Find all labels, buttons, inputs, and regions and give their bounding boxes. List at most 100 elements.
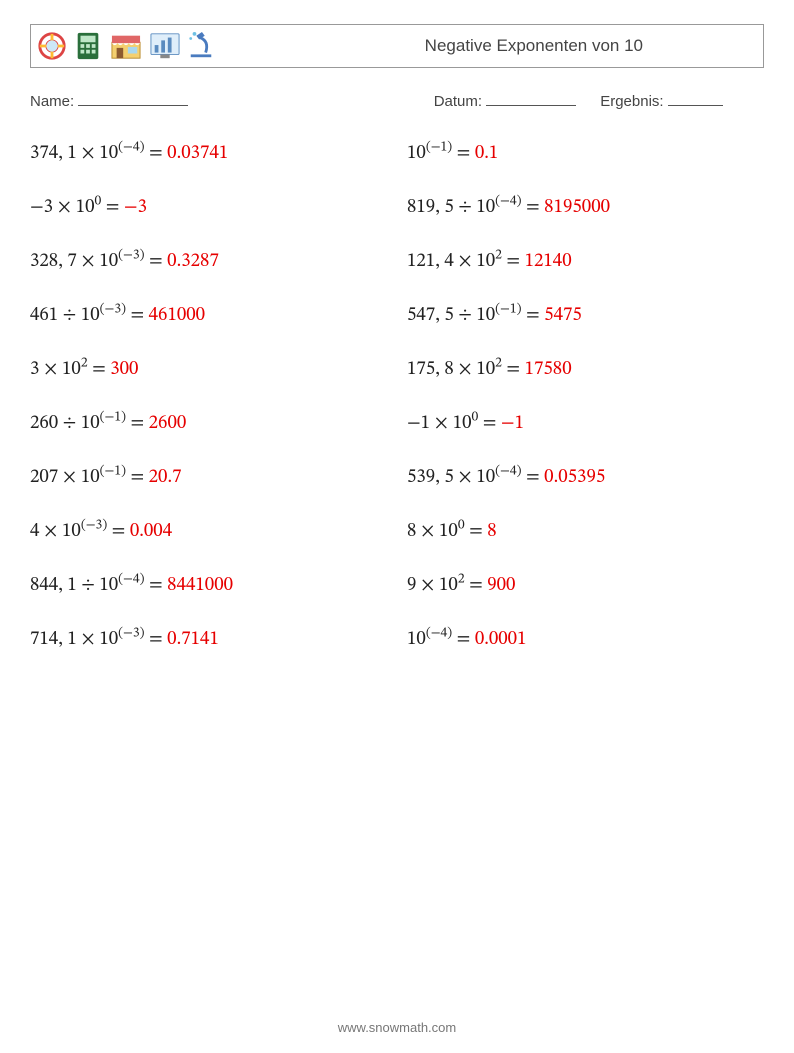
equals-sign: =	[145, 144, 168, 163]
equals-sign: =	[101, 198, 124, 217]
exponent: (−1)	[100, 466, 126, 479]
answer: 461000	[149, 306, 205, 325]
name-label: Name:	[30, 93, 74, 110]
problems-column-left: 374, 1 × 10(−4) = 0.03741−3 × 100 = −332…	[30, 142, 387, 652]
exponent: (−4)	[118, 574, 144, 587]
problem-item: 10(−1) = 0.1	[407, 142, 764, 166]
answer: 0.3287	[167, 252, 219, 271]
problem-item: 714, 1 × 10(−3) = 0.7141	[30, 628, 387, 652]
answer: 12140	[525, 252, 572, 271]
exponent: 2	[458, 574, 465, 587]
answer: 0.05395	[544, 468, 605, 487]
exponent: (−4)	[118, 142, 144, 155]
equals-sign: =	[126, 468, 149, 487]
answer: 2600	[149, 414, 187, 433]
microscope-icon	[187, 30, 215, 62]
name-field: Name:	[30, 90, 434, 110]
problem-item: 121, 4 × 102 = 12140	[407, 250, 764, 274]
expression: 819, 5 ÷ 10	[407, 198, 495, 217]
expression: 461 ÷ 10	[30, 306, 100, 325]
equals-sign: =	[465, 576, 488, 595]
expression: 8 × 10	[407, 522, 458, 541]
problem-item: 328, 7 × 10(−3) = 0.3287	[30, 250, 387, 274]
equals-sign: =	[522, 306, 545, 325]
problem-item: 461 ÷ 10(−3) = 461000	[30, 304, 387, 328]
expression: 9 × 10	[407, 576, 458, 595]
problem-item: 539, 5 × 10(−4) = 0.05395	[407, 466, 764, 490]
exponent: (−4)	[495, 196, 521, 209]
equals-sign: =	[465, 522, 488, 541]
worksheet-page: Negative Exponenten von 10 Name: Datum: …	[0, 0, 794, 1053]
worksheet-title: Negative Exponenten von 10	[425, 36, 753, 56]
equals-sign: =	[88, 360, 111, 379]
chart-icon	[149, 31, 181, 61]
expression: 539, 5 × 10	[407, 468, 495, 487]
info-row: Name: Datum: Ergebnis:	[30, 90, 764, 110]
problems-grid: 374, 1 × 10(−4) = 0.03741−3 × 100 = −332…	[30, 142, 764, 652]
equals-sign: =	[452, 630, 475, 649]
answer: 0.004	[130, 522, 172, 541]
expression: 207 × 10	[30, 468, 100, 487]
expression: 374, 1 × 10	[30, 144, 118, 163]
expression: 328, 7 × 10	[30, 252, 118, 271]
exponent: (−4)	[426, 628, 452, 641]
expression: 3 × 10	[30, 360, 81, 379]
answer: 0.03741	[167, 144, 228, 163]
answer: 5475	[544, 306, 582, 325]
problem-item: 819, 5 ÷ 10(−4) = 8195000	[407, 196, 764, 220]
exponent: 2	[495, 358, 502, 371]
expression: −1 × 10	[407, 414, 472, 433]
problem-item: 374, 1 × 10(−4) = 0.03741	[30, 142, 387, 166]
answer: 300	[110, 360, 138, 379]
problem-item: 8 × 100 = 8	[407, 520, 764, 544]
answer: 0.0001	[475, 630, 527, 649]
exponent: (−1)	[495, 304, 521, 317]
answer: −3	[124, 198, 147, 217]
exponent: (−3)	[118, 250, 144, 263]
equals-sign: =	[145, 576, 168, 595]
equals-sign: =	[522, 468, 545, 487]
answer: −1	[501, 414, 524, 433]
exponent: (−3)	[81, 520, 107, 533]
expression: 121, 4 × 10	[407, 252, 495, 271]
problem-item: 260 ÷ 10(−1) = 2600	[30, 412, 387, 436]
expression: 4 × 10	[30, 522, 81, 541]
expression: −3 × 10	[30, 198, 95, 217]
exponent: (−3)	[100, 304, 126, 317]
equals-sign: =	[126, 306, 149, 325]
result-label: Ergebnis:	[600, 93, 663, 110]
answer: 20.7	[149, 468, 182, 487]
problems-column-right: 10(−1) = 0.1 819, 5 ÷ 10(−4) = 8195000 121…	[407, 142, 764, 652]
problem-item: 207 × 10(−1) = 20.7	[30, 466, 387, 490]
answer: 8	[487, 522, 496, 541]
exponent: 0	[458, 520, 465, 533]
lifebuoy-icon	[37, 31, 67, 61]
answer: 900	[487, 576, 515, 595]
expression: 547, 5 ÷ 10	[407, 306, 495, 325]
expression: 10	[407, 630, 426, 649]
problem-item: −3 × 100 = −3	[30, 196, 387, 220]
answer: 8441000	[167, 576, 233, 595]
expression: 10	[407, 144, 426, 163]
equals-sign: =	[126, 414, 149, 433]
equals-sign: =	[145, 630, 168, 649]
equals-sign: =	[478, 414, 501, 433]
equals-sign: =	[452, 144, 475, 163]
name-blank	[78, 90, 188, 106]
expression: 260 ÷ 10	[30, 414, 100, 433]
equals-sign: =	[107, 522, 130, 541]
result-blank	[668, 90, 723, 106]
problem-item: −1 × 100 = −1	[407, 412, 764, 436]
problem-item: 3 × 102 = 300	[30, 358, 387, 382]
answer: 0.7141	[167, 630, 219, 649]
exponent: (−4)	[495, 466, 521, 479]
result-field: Ergebnis:	[600, 90, 723, 110]
exponent: (−1)	[100, 412, 126, 425]
date-label: Datum:	[434, 93, 482, 110]
footer-link: www.snowmath.com	[0, 1020, 794, 1035]
problem-item: 547, 5 ÷ 10(−1) = 5475	[407, 304, 764, 328]
shop-icon	[109, 31, 143, 61]
header-icons	[37, 30, 215, 62]
header-box: Negative Exponenten von 10	[30, 24, 764, 68]
exponent: 2	[495, 250, 502, 263]
